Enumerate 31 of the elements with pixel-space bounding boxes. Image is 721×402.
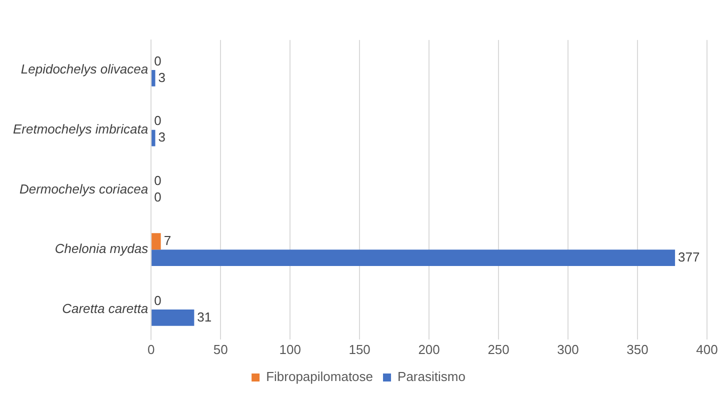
y-tick-label: Caretta caretta — [62, 301, 148, 316]
data-label: 0 — [154, 53, 162, 68]
bar — [152, 309, 194, 326]
y-tick-label: Dermochelys coriacea — [19, 181, 148, 196]
y-tick-label: Chelonia mydas — [54, 241, 149, 256]
x-tick-label: 350 — [626, 342, 648, 357]
data-label: 31 — [197, 309, 212, 324]
y-tick-label: Eretmochelys imbricata — [12, 121, 148, 136]
data-label: 3 — [158, 70, 166, 85]
data-label: 7 — [164, 232, 172, 248]
data-label: 0 — [154, 190, 162, 205]
x-tick-label: 50 — [213, 342, 228, 357]
x-tick-label: 250 — [488, 342, 510, 357]
bar — [152, 130, 156, 146]
x-tick-label: 200 — [418, 342, 440, 357]
bar — [152, 250, 676, 266]
data-label: 3 — [158, 130, 166, 145]
y-tick-label: Lepidochelys olivacea — [20, 62, 148, 77]
legend-label: Fibropapilomatose — [266, 369, 374, 384]
data-label: 0 — [154, 292, 162, 308]
x-tick-label: 400 — [696, 342, 718, 357]
bar — [152, 233, 161, 250]
data-label: 0 — [154, 113, 162, 128]
data-label: 0 — [154, 173, 162, 188]
x-tick-label: 300 — [557, 342, 579, 357]
bar — [152, 70, 156, 86]
x-tick-label: 100 — [279, 342, 301, 357]
legend-label: Parasitismo — [398, 369, 466, 384]
data-label: 377 — [678, 249, 700, 264]
x-tick-label: 0 — [147, 342, 155, 357]
x-tick-label: 150 — [348, 342, 370, 357]
